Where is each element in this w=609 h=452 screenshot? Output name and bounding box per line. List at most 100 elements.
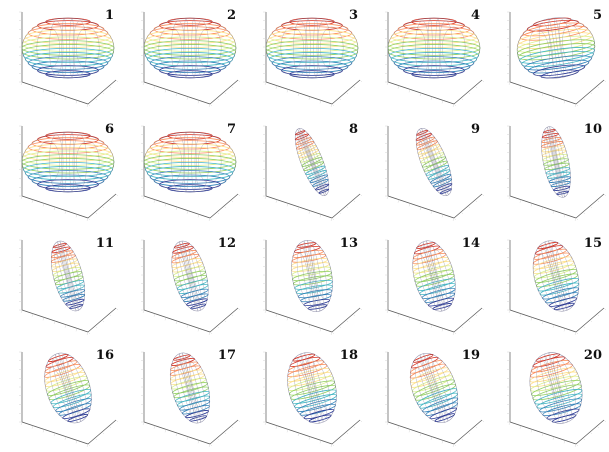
y-tick: [338, 437, 342, 441]
x-tick: [441, 100, 444, 104]
x-tick: [20, 309, 23, 314]
ellipsoid-panel-9: 9: [374, 118, 492, 226]
y-tick: [603, 193, 607, 197]
panel-number-label: 8: [348, 122, 358, 137]
meridian-line: [296, 357, 316, 422]
y-tick: [101, 91, 105, 95]
y-tick: [115, 193, 119, 197]
x-tick: [264, 309, 267, 314]
x-tick: [86, 331, 89, 336]
panel-number-label: 17: [217, 348, 236, 363]
y-tick: [237, 419, 241, 423]
meridian-line: [552, 242, 571, 307]
y-tick: [359, 419, 363, 423]
meridian-line: [320, 26, 344, 70]
x-tick: [142, 309, 145, 314]
y-tick: [230, 199, 234, 203]
ellipsoid-plot: [385, 125, 485, 222]
ellipsoid-outline: [287, 352, 337, 424]
y-tick: [108, 313, 112, 317]
y-tick: [101, 205, 105, 209]
y-tick: [596, 199, 600, 203]
x-tick: [419, 92, 422, 97]
meridian-line: [541, 245, 560, 310]
ellipsoid-mesh: [171, 240, 209, 312]
ellipsoid-mesh: [265, 17, 359, 79]
y-tick: [94, 325, 98, 329]
ellipsoid-plot: [19, 125, 119, 222]
latitude-ring: [44, 360, 78, 373]
x-tick: [319, 328, 322, 332]
ellipsoid-plot: [263, 11, 363, 108]
x-tick: [386, 81, 389, 86]
meridian-line: [76, 26, 100, 70]
y-tick: [115, 79, 119, 83]
meridian-line: [52, 358, 74, 421]
y-tick: [589, 319, 593, 323]
y-tick: [359, 79, 363, 83]
y-tick: [108, 85, 112, 89]
ellipsoid-panel-13: 13: [252, 232, 370, 340]
axis-ticks: [19, 11, 119, 108]
y-tick: [209, 331, 213, 335]
x-tick: [275, 85, 278, 89]
x-tick: [408, 203, 411, 207]
axis-ticks: [19, 239, 119, 336]
y-tick: [345, 205, 349, 209]
latitude-ring: [45, 184, 91, 193]
x-tick: [186, 96, 189, 100]
latitude-ring: [167, 70, 213, 79]
x-tick: [20, 81, 23, 86]
y-tick: [216, 325, 220, 329]
x-tick: [452, 103, 455, 108]
axis-ticks: [19, 125, 119, 222]
y-tick: [209, 103, 213, 107]
latitude-ring: [537, 242, 559, 250]
x-tick: [275, 425, 278, 429]
x-tick: [197, 440, 200, 444]
y-tick: [94, 97, 98, 101]
meridian-line: [417, 253, 435, 303]
x-tick: [308, 210, 311, 214]
x-tick: [552, 436, 555, 440]
panel-number-label: 6: [104, 122, 114, 137]
meridian-line: [72, 20, 87, 76]
x-tick: [386, 309, 389, 314]
ellipsoid-plot: [507, 11, 607, 108]
x-tick: [175, 92, 178, 97]
x-tick: [53, 432, 56, 437]
ellipsoid-panel-15: 15: [496, 232, 609, 340]
y-tick: [345, 431, 349, 435]
meridian-line: [418, 140, 440, 188]
y-tick: [453, 217, 457, 221]
ellipsoid-panel-7: 7: [130, 118, 248, 226]
axis-frame: [143, 240, 239, 333]
x-tick: [53, 206, 56, 211]
x-tick: [208, 443, 211, 448]
x-tick: [563, 214, 566, 218]
y-tick: [209, 443, 213, 447]
y-tick: [582, 325, 586, 329]
ellipsoid-outline: [21, 17, 115, 79]
x-tick: [153, 313, 156, 317]
x-tick: [574, 217, 577, 222]
meridian-line: [316, 20, 331, 76]
x-tick: [297, 320, 300, 325]
ellipsoid-plot: [263, 239, 363, 336]
latitude-ring: [170, 373, 205, 385]
x-tick: [541, 432, 544, 437]
ellipsoid-mesh: [287, 352, 337, 424]
meridian-line: [540, 357, 560, 422]
x-tick: [530, 203, 533, 207]
y-tick: [460, 211, 464, 215]
latitude-ring: [543, 158, 569, 166]
ellipsoid-mesh: [415, 128, 453, 196]
x-tick: [530, 429, 533, 433]
meridian-line: [442, 26, 466, 70]
x-tick: [142, 195, 145, 200]
latitude-ring: [167, 184, 213, 193]
panel-number-label: 7: [226, 122, 236, 137]
meridian-line: [175, 253, 192, 303]
y-tick: [596, 85, 600, 89]
x-tick: [519, 85, 522, 89]
